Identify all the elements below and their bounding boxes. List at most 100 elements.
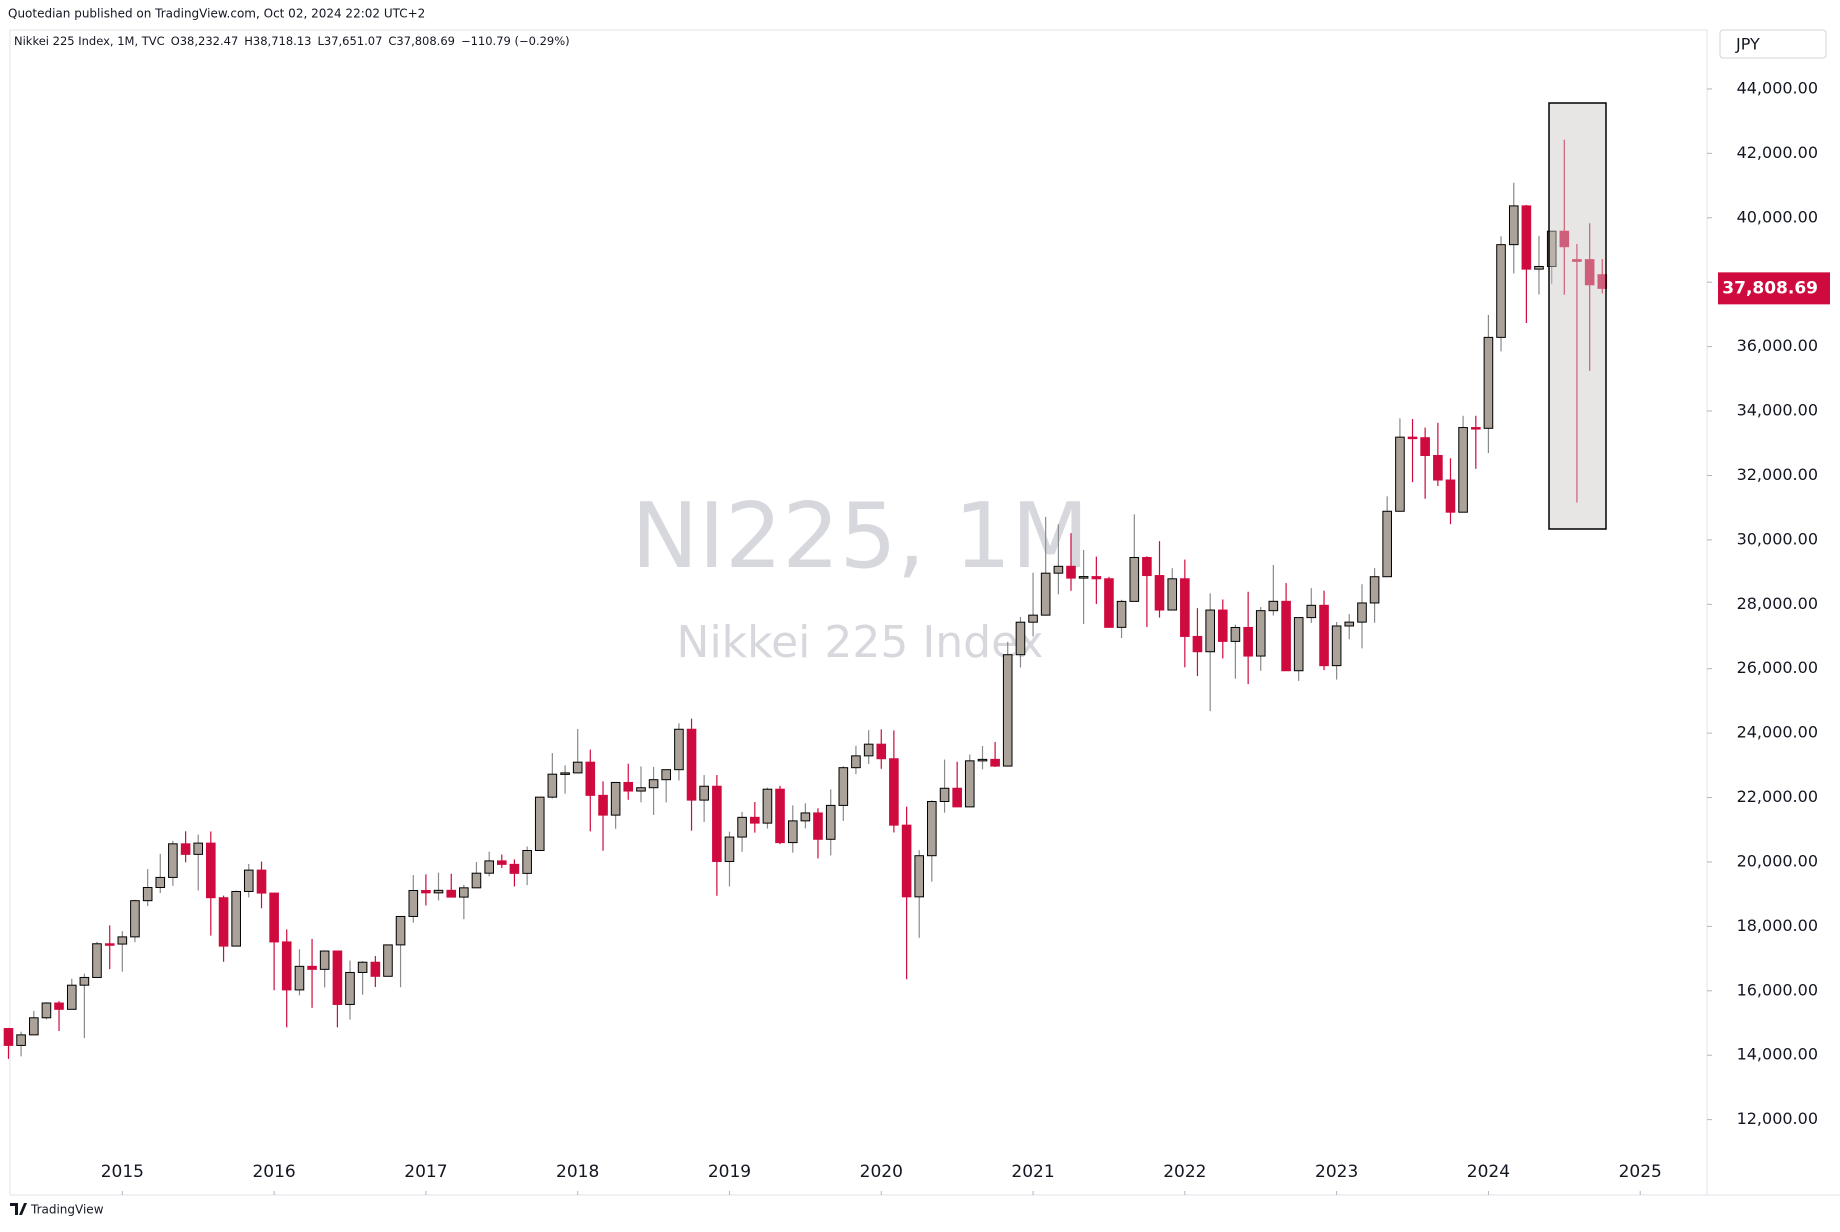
candle-body bbox=[243, 869, 254, 892]
candle-body bbox=[699, 785, 709, 801]
candle-body bbox=[863, 743, 874, 757]
ohlc-value: H38,718.13 bbox=[244, 34, 311, 48]
candle-body bbox=[1508, 205, 1519, 246]
candle-body bbox=[307, 965, 317, 970]
currency-label: JPY bbox=[1735, 35, 1760, 54]
y-tick-label: 42,000.00 bbox=[1737, 143, 1818, 162]
symbol-legend: Nikkei 225 Index, 1M, TVC O38,232.47 H38,7… bbox=[14, 34, 570, 48]
candle-body bbox=[3, 1028, 14, 1046]
candle-body bbox=[79, 976, 90, 986]
candle-body bbox=[1445, 479, 1456, 513]
candle-body bbox=[383, 944, 393, 977]
candle-body bbox=[484, 860, 494, 874]
x-tick-label: 2017 bbox=[404, 1162, 447, 1182]
y-tick-label: 16,000.00 bbox=[1737, 980, 1818, 999]
candle-body bbox=[522, 849, 532, 874]
candle-body bbox=[1142, 556, 1152, 577]
x-tick-label: 2025 bbox=[1619, 1162, 1662, 1182]
candle-body bbox=[1331, 625, 1342, 667]
candle-body bbox=[800, 812, 811, 822]
candle-body bbox=[1496, 244, 1506, 338]
y-tick-label: 14,000.00 bbox=[1737, 1045, 1818, 1064]
candle-body bbox=[408, 889, 419, 917]
candle-body bbox=[610, 781, 621, 816]
candle-body bbox=[1369, 576, 1380, 604]
candle-body bbox=[750, 816, 760, 824]
candle-body bbox=[623, 781, 634, 792]
candle-body bbox=[1483, 336, 1494, 429]
y-tick-label: 20,000.00 bbox=[1737, 851, 1818, 870]
candle-body bbox=[1066, 565, 1076, 579]
candle-body bbox=[661, 769, 671, 781]
candle-body bbox=[1167, 578, 1178, 611]
x-tick-label: 2020 bbox=[860, 1162, 903, 1182]
candle-body bbox=[889, 758, 899, 826]
candle-body bbox=[345, 971, 355, 1005]
candle-body bbox=[914, 855, 925, 898]
x-tick-label: 2015 bbox=[101, 1162, 144, 1182]
ohlc-value: C37,808.69 bbox=[388, 34, 455, 48]
candle-body bbox=[1053, 565, 1064, 574]
candle-body bbox=[927, 801, 937, 857]
x-tick-label: 2019 bbox=[708, 1162, 751, 1182]
candle-body bbox=[838, 767, 849, 806]
candle-body bbox=[142, 887, 153, 902]
watermark-description: Nikkei 225 Index bbox=[677, 617, 1044, 668]
ohlc-value: O38,232.47 bbox=[171, 34, 239, 48]
y-tick-label: 22,000.00 bbox=[1737, 787, 1818, 806]
candle-body bbox=[1129, 556, 1140, 602]
candle-body bbox=[686, 728, 697, 801]
y-tick-label: 12,000.00 bbox=[1737, 1109, 1818, 1128]
candle-body bbox=[509, 863, 520, 874]
last-price-box bbox=[1718, 272, 1830, 305]
x-tick-label: 2018 bbox=[556, 1162, 599, 1182]
y-tick-label: 36,000.00 bbox=[1737, 336, 1818, 355]
y-tick-label: 18,000.00 bbox=[1737, 916, 1818, 935]
candle-body bbox=[1002, 654, 1013, 767]
candle-body bbox=[1192, 635, 1203, 653]
candle-body bbox=[1584, 259, 1595, 286]
currency-button[interactable] bbox=[1719, 29, 1827, 59]
candle-body bbox=[206, 842, 216, 899]
candle-body bbox=[674, 728, 684, 771]
candle-body bbox=[1471, 427, 1481, 430]
candle-body bbox=[1559, 230, 1570, 248]
candle-body bbox=[1015, 621, 1026, 656]
candle-body bbox=[990, 758, 1000, 767]
candle-body bbox=[775, 788, 785, 844]
candle-body bbox=[1116, 600, 1127, 628]
candle-body bbox=[1306, 604, 1317, 619]
candle-body bbox=[787, 820, 798, 844]
candle-body bbox=[585, 761, 596, 796]
highlight-box bbox=[1548, 102, 1607, 530]
candle-body bbox=[1230, 626, 1241, 642]
candle-body bbox=[1521, 205, 1532, 270]
candle-body bbox=[168, 843, 178, 878]
x-tick-label: 2024 bbox=[1467, 1162, 1510, 1182]
candle-body bbox=[876, 743, 887, 760]
candle-body bbox=[1281, 600, 1291, 672]
candle-body bbox=[939, 787, 950, 803]
candle-body bbox=[66, 984, 77, 1010]
candle-body bbox=[1217, 609, 1228, 642]
candle-body bbox=[1572, 259, 1582, 262]
candle-body bbox=[1205, 609, 1215, 653]
candle-body bbox=[648, 779, 659, 789]
x-tick-label: 2022 bbox=[1163, 1162, 1206, 1182]
candle-body bbox=[370, 961, 381, 977]
candle-body bbox=[41, 1002, 52, 1019]
candle-body bbox=[29, 1017, 39, 1036]
candle-body bbox=[357, 961, 368, 973]
candle-body bbox=[825, 804, 836, 840]
y-tick-label: 32,000.00 bbox=[1737, 465, 1818, 484]
y-tick-label: 24,000.00 bbox=[1737, 723, 1818, 742]
candle-body bbox=[180, 843, 191, 855]
candle-body bbox=[92, 943, 102, 978]
x-tick-label: 2021 bbox=[1011, 1162, 1054, 1182]
y-tick-label: 40,000.00 bbox=[1737, 207, 1818, 226]
candle-body bbox=[1534, 265, 1544, 270]
candle-body bbox=[1407, 436, 1418, 440]
watermark-symbol: NI225, 1M bbox=[631, 484, 1089, 589]
